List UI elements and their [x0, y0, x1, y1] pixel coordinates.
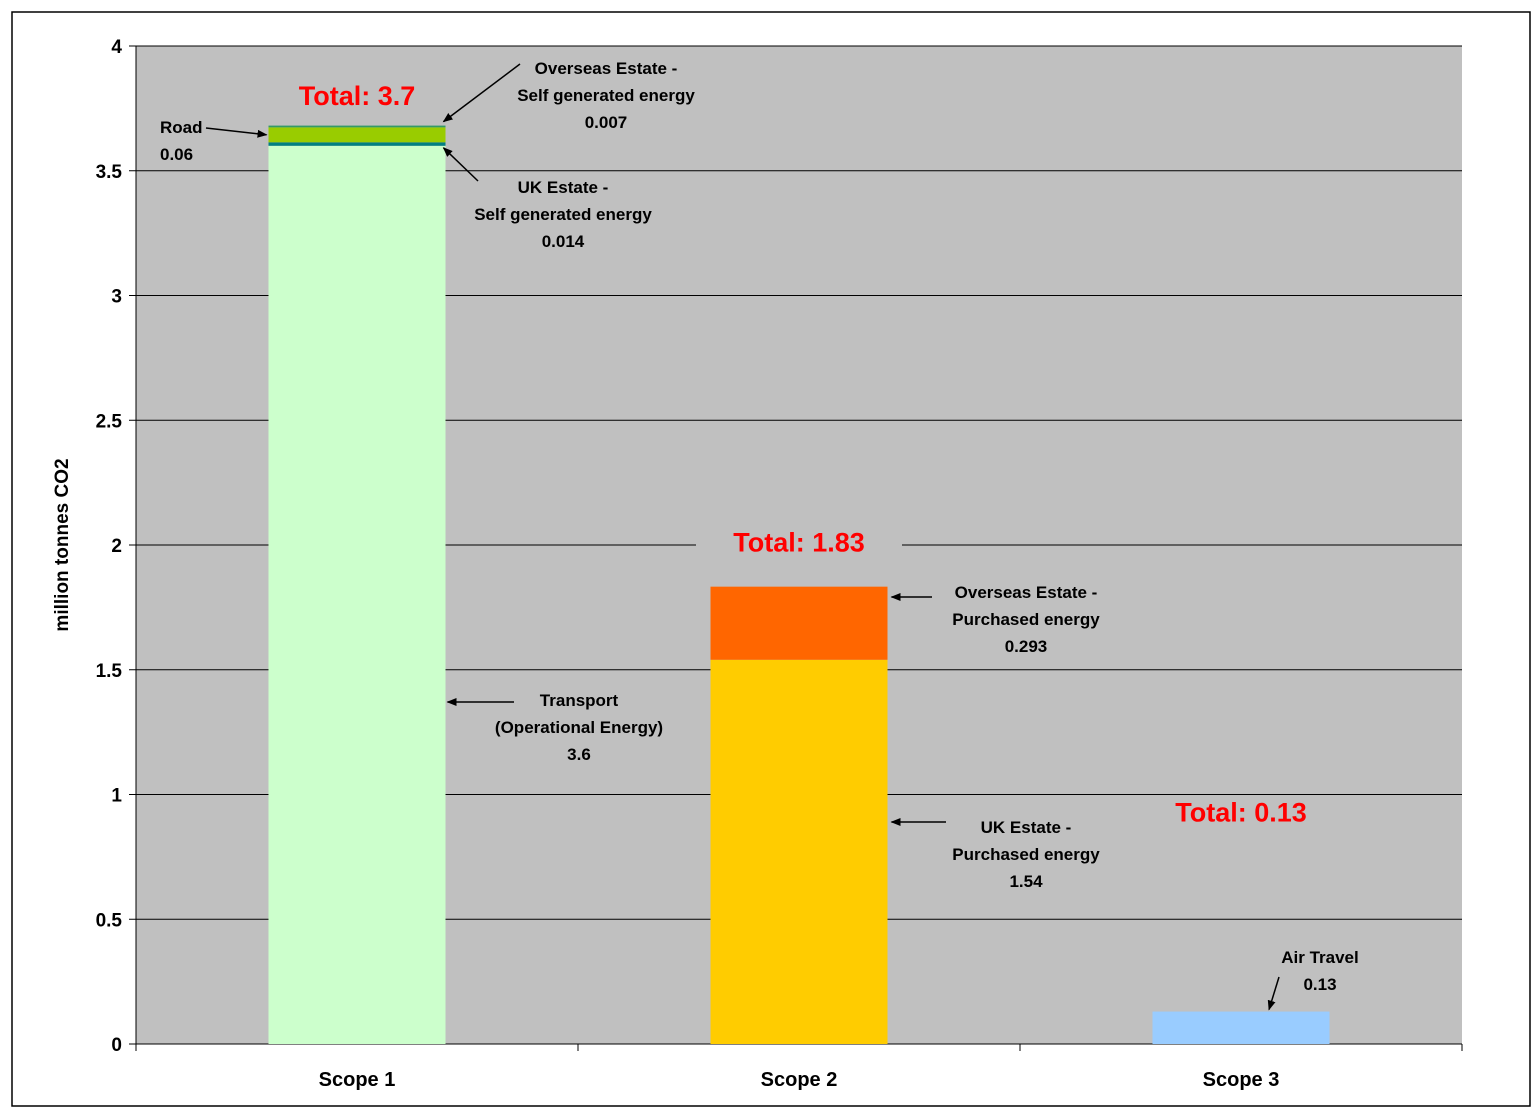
annotation-uk-purchased-line-0: UK Estate -	[981, 818, 1072, 837]
annotation-uk-self-line-2: 0.014	[542, 232, 585, 251]
total-label-bg-2	[1138, 795, 1344, 832]
annotation-air-travel-line-0: Air Travel	[1281, 948, 1359, 967]
y-tick-label-8: 4	[111, 37, 122, 58]
bar-overseas-self	[268, 125, 446, 128]
annotation-uk-purchased-line-1: Purchased energy	[952, 845, 1100, 864]
y-tick-label-6: 3	[111, 287, 122, 308]
arrow-road	[205, 127, 268, 138]
x-category-label-0: Scope 1	[319, 1069, 396, 1091]
annotation-overseas-self-line-2: 0.007	[585, 113, 628, 132]
x-category-label-2: Scope 3	[1203, 1069, 1280, 1091]
y-tick-label-0: 0	[111, 1035, 122, 1056]
total-label-bg-1	[696, 525, 902, 562]
y-tick-label-4: 2	[111, 536, 122, 557]
annotation-uk-self-line-0: UK Estate -	[518, 178, 609, 197]
annotation-road-line-0: Road	[160, 118, 203, 137]
total-label-1: Total: 1.83	[733, 527, 865, 557]
arrow-overseas-self	[442, 63, 521, 123]
total-label-bg-0	[262, 78, 452, 115]
y-tick-label-1: 0.5	[96, 910, 123, 931]
bar-air-travel	[1152, 1011, 1330, 1044]
annotation-air-travel-line-1: 0.13	[1303, 975, 1336, 994]
annotation-transport-line-1: (Operational Energy)	[495, 718, 663, 737]
y-tick-label-3: 1.5	[96, 661, 123, 682]
annotation-overseas-self-line-0: Overseas Estate -	[535, 59, 678, 78]
total-label-2: Total: 0.13	[1175, 798, 1307, 828]
bar-uk-self	[268, 142, 446, 146]
x-category-label-1: Scope 2	[761, 1069, 838, 1091]
bar-road	[268, 127, 446, 143]
total-label-0: Total: 3.7	[299, 81, 416, 111]
y-tick-label-5: 2.5	[96, 411, 123, 432]
bar-uk-purchased	[710, 659, 888, 1044]
annotation-overseas-self-line-1: Self generated energy	[517, 86, 695, 105]
arrow-uk-self	[442, 147, 479, 182]
annotation-transport-line-2: 3.6	[567, 745, 591, 764]
y-tick-label-7: 3.5	[96, 162, 123, 183]
annotation-overseas-purchased-line-0: Overseas Estate -	[955, 583, 1098, 602]
y-axis-title: million tonnes CO2	[52, 458, 73, 631]
annotation-road-line-1: 0.06	[160, 145, 193, 164]
annotation-overseas-purchased-line-1: Purchased energy	[952, 610, 1100, 629]
y-tick-label-2: 1	[111, 786, 122, 807]
annotation-uk-purchased-line-2: 1.54	[1009, 872, 1043, 891]
arrow-air-travel	[1267, 976, 1280, 1011]
bar-overseas-purchased	[710, 586, 888, 660]
annotation-overseas-purchased-line-2: 0.293	[1005, 637, 1048, 656]
annotation-uk-self-line-1: Self generated energy	[474, 205, 652, 224]
annotation-transport-line-0: Transport	[540, 691, 619, 710]
bar-transport	[268, 145, 446, 1045]
